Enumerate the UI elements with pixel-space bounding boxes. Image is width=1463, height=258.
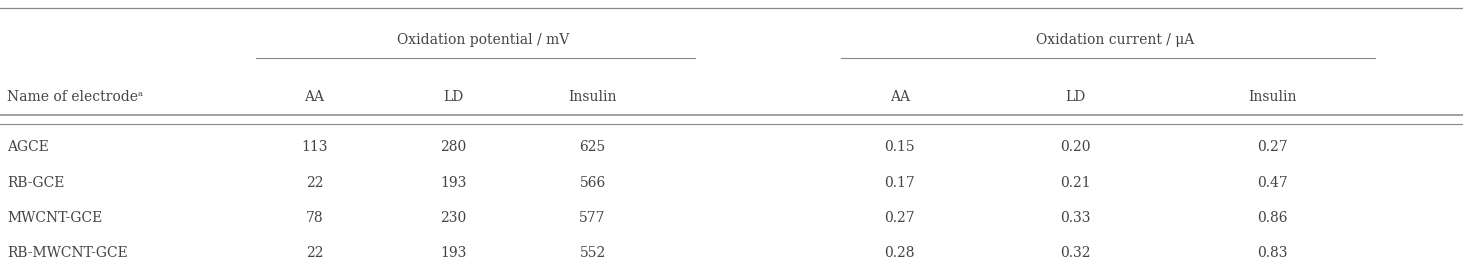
Text: 577: 577: [579, 211, 606, 225]
Text: 625: 625: [579, 140, 606, 154]
Text: 280: 280: [440, 140, 467, 154]
Text: 193: 193: [440, 176, 467, 190]
Text: 0.21: 0.21: [1061, 176, 1090, 190]
Text: MWCNT-GCE: MWCNT-GCE: [7, 211, 102, 225]
Text: RB-GCE: RB-GCE: [7, 176, 64, 190]
Text: LD: LD: [443, 90, 464, 104]
Text: Insulin: Insulin: [568, 90, 617, 104]
Text: 0.32: 0.32: [1061, 246, 1090, 258]
Text: 0.33: 0.33: [1061, 211, 1090, 225]
Text: Oxidation current / μA: Oxidation current / μA: [1036, 33, 1195, 47]
Text: 22: 22: [306, 246, 323, 258]
Text: 0.47: 0.47: [1257, 176, 1289, 190]
Text: 0.20: 0.20: [1061, 140, 1090, 154]
Text: 193: 193: [440, 246, 467, 258]
Text: 552: 552: [579, 246, 606, 258]
Text: LD: LD: [1065, 90, 1086, 104]
Text: AA: AA: [304, 90, 325, 104]
Text: 22: 22: [306, 176, 323, 190]
Text: 113: 113: [301, 140, 328, 154]
Text: Name of electrodeᵃ: Name of electrodeᵃ: [7, 90, 143, 104]
Text: 0.83: 0.83: [1258, 246, 1287, 258]
Text: 0.27: 0.27: [885, 211, 914, 225]
Text: 0.17: 0.17: [884, 176, 916, 190]
Text: Insulin: Insulin: [1248, 90, 1298, 104]
Text: 566: 566: [579, 176, 606, 190]
Text: 78: 78: [306, 211, 323, 225]
Text: 0.86: 0.86: [1258, 211, 1287, 225]
Text: AA: AA: [890, 90, 910, 104]
Text: 230: 230: [440, 211, 467, 225]
Text: AGCE: AGCE: [7, 140, 50, 154]
Text: 0.15: 0.15: [885, 140, 914, 154]
Text: 0.28: 0.28: [885, 246, 914, 258]
Text: RB-MWCNT-GCE: RB-MWCNT-GCE: [7, 246, 129, 258]
Text: 0.27: 0.27: [1258, 140, 1287, 154]
Text: Oxidation potential / mV: Oxidation potential / mV: [396, 33, 569, 47]
